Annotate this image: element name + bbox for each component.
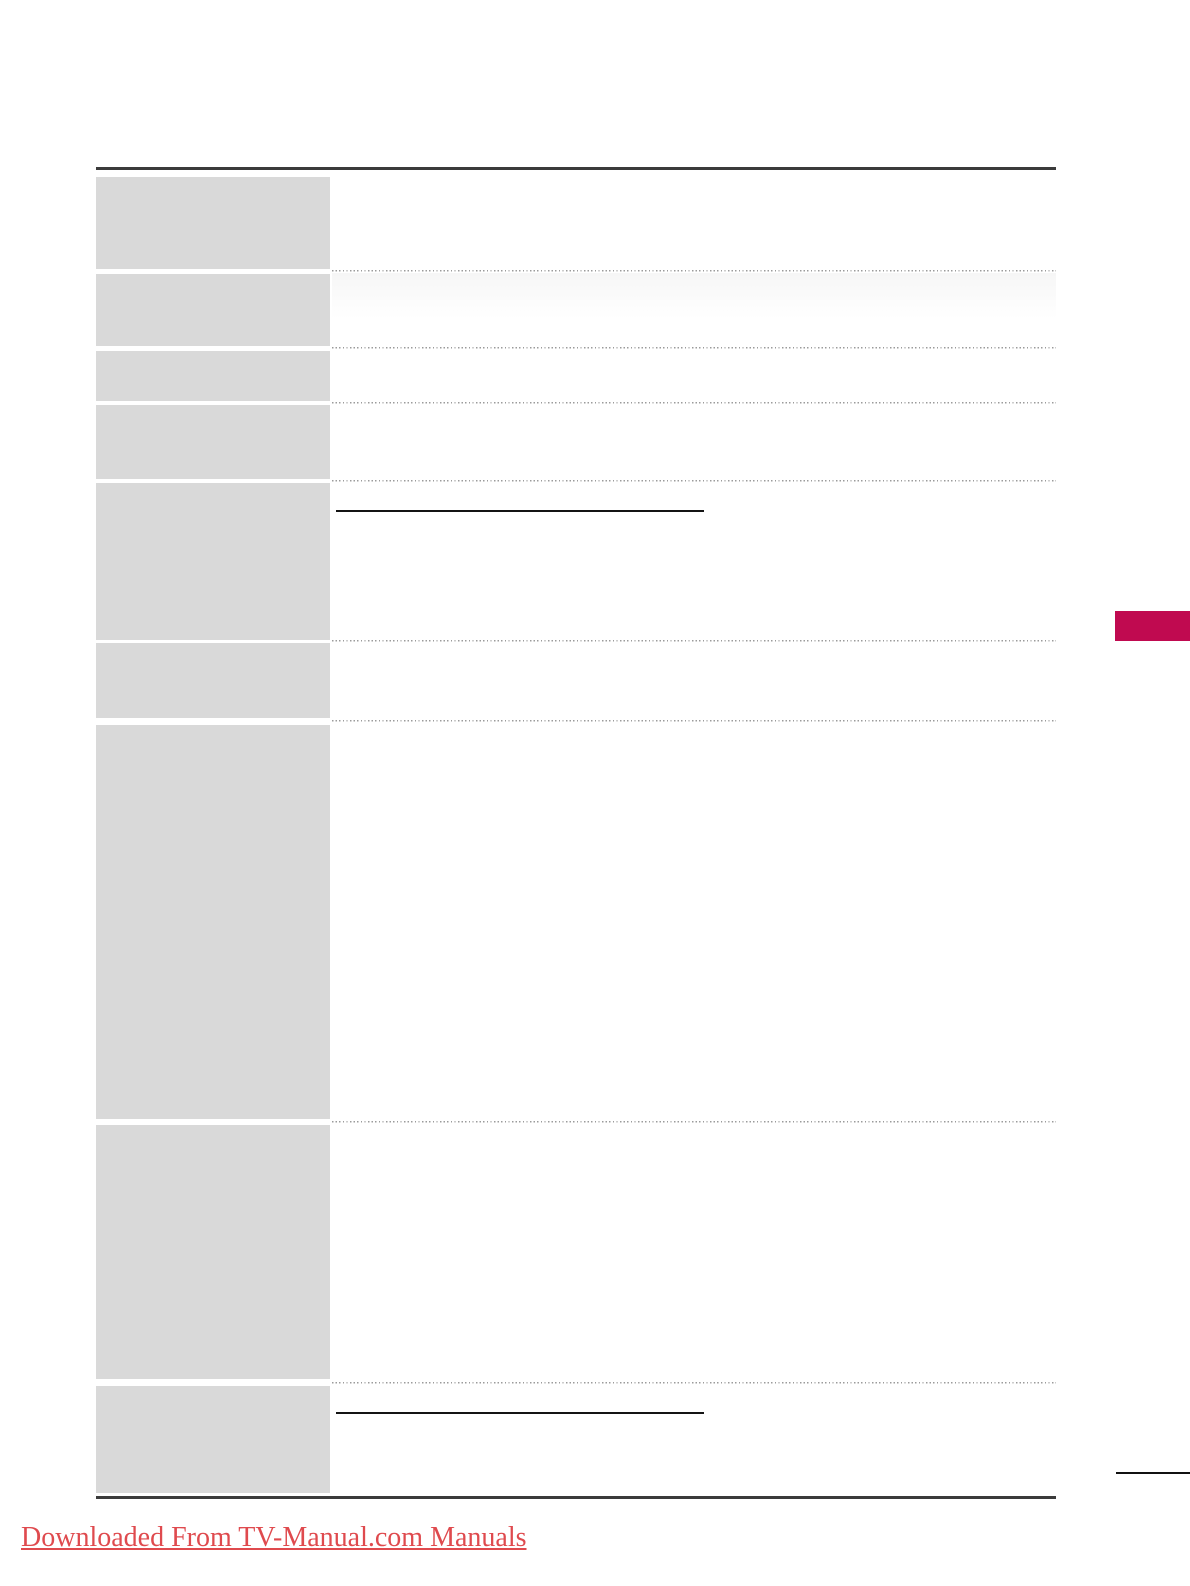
term-cell-7 [96,725,330,1119]
row-separator-2 [332,347,1056,349]
page-number-rule [1116,1472,1190,1474]
term-cell-4 [96,405,330,479]
term-cell-8 [96,1125,330,1379]
row-separator-5 [332,640,1056,642]
term-cell-2 [96,274,330,346]
row-separator-4 [332,480,1056,482]
tv-manual-watermark-link[interactable]: Downloaded From TV-Manual.com Manuals [21,1522,527,1553]
term-cell-5 [96,483,330,640]
row-separator-8 [332,1382,1056,1384]
row-separator-7 [332,1121,1056,1123]
term-cell-9 [96,1386,330,1493]
table-bottom-rule [96,1496,1056,1499]
row-separator-3 [332,402,1056,404]
term-cell-6 [96,643,330,718]
heading-underline-row9 [336,1412,704,1414]
table-top-rule [96,167,1056,170]
heading-underline-row5 [336,510,704,512]
chapter-tab [1115,611,1190,641]
term-cell-3 [96,351,330,401]
row-separator-6 [332,720,1056,722]
row-separator-1 [332,270,1056,272]
row2-description-shading [332,273,1056,343]
term-cell-1 [96,177,330,269]
